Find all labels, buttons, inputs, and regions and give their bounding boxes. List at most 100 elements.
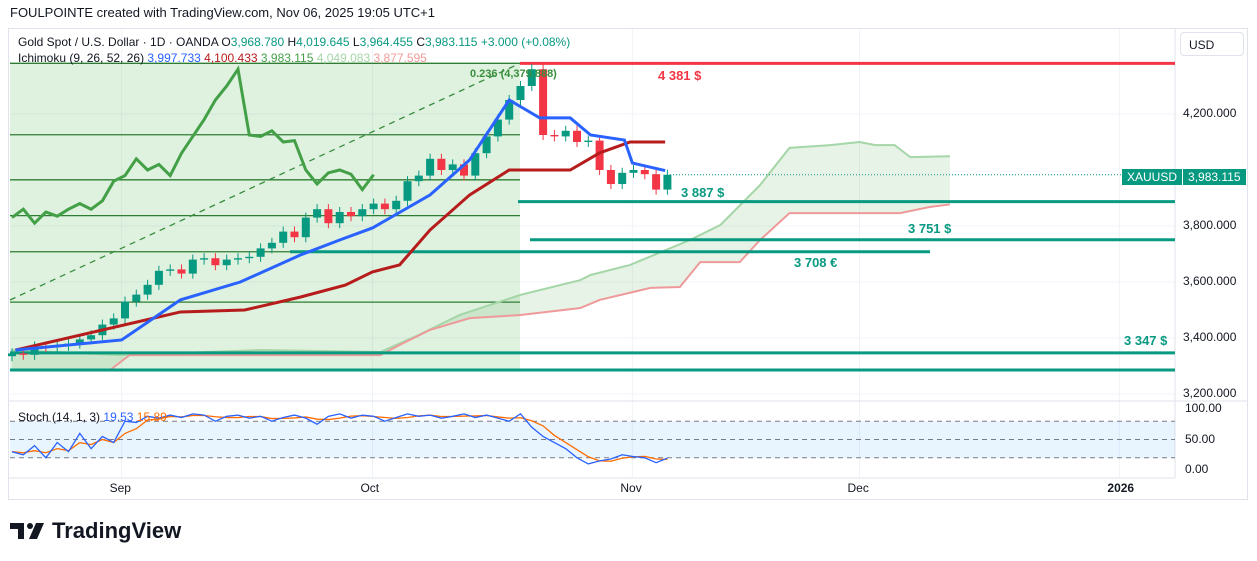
ichimoku-legend: Ichimoku (9, 26, 52, 26) 3,997.733 4,100… bbox=[18, 51, 427, 65]
candle bbox=[177, 269, 186, 274]
ichimoku-title[interactable]: Ichimoku (9, 26, 52, 26) bbox=[18, 51, 145, 65]
time-tick-label: Sep bbox=[109, 481, 131, 495]
open-label: O bbox=[221, 35, 231, 49]
price-tick-label: 3,800.000 bbox=[1183, 218, 1237, 232]
candle bbox=[471, 153, 480, 176]
candle bbox=[403, 181, 412, 201]
candle bbox=[573, 130, 581, 142]
low-label: L bbox=[352, 35, 360, 49]
candle bbox=[324, 209, 333, 224]
candle bbox=[121, 301, 129, 319]
price-tick-label: 3,400.000 bbox=[1183, 330, 1237, 344]
candle bbox=[87, 335, 96, 340]
stoch-title[interactable]: Stoch (14, 1, 3) bbox=[18, 410, 101, 424]
last-price: 3,983.115 bbox=[1188, 170, 1241, 184]
chart-frame bbox=[8, 28, 1248, 500]
candle bbox=[584, 140, 593, 142]
candle bbox=[606, 170, 615, 184]
close-value: 3,983.115 bbox=[424, 35, 478, 49]
chart-caption: FOULPOINTE created with TradingView.com,… bbox=[10, 5, 435, 20]
candle bbox=[493, 119, 502, 137]
candle bbox=[19, 353, 28, 355]
fib-label: 0.236 (4,379.888) bbox=[470, 68, 557, 80]
candle bbox=[234, 258, 242, 260]
fib-retracement-area bbox=[10, 63, 520, 370]
stoch-d-line bbox=[11, 414, 668, 462]
candle bbox=[200, 258, 209, 260]
candle bbox=[663, 174, 672, 190]
kijun-value: 4,100.433 bbox=[204, 51, 258, 65]
candle bbox=[267, 242, 276, 249]
ticker-badge: XAUUSD bbox=[1122, 169, 1184, 185]
candle bbox=[380, 203, 389, 210]
stoch-band bbox=[10, 421, 1175, 458]
price-tick-label: 3,600.000 bbox=[1183, 274, 1237, 288]
candle bbox=[539, 69, 548, 135]
candle bbox=[550, 135, 559, 137]
chikou-line bbox=[11, 65, 375, 226]
candle bbox=[245, 256, 254, 259]
level-label: 3 751 $ bbox=[908, 221, 952, 236]
fib-trend-line bbox=[9, 62, 521, 301]
candle bbox=[448, 164, 457, 170]
candle bbox=[640, 170, 649, 175]
candle bbox=[279, 231, 288, 243]
candle bbox=[143, 284, 152, 295]
time-tick-label: 2026 bbox=[1107, 481, 1135, 495]
candle bbox=[8, 353, 16, 357]
candle bbox=[256, 248, 265, 257]
currency-selector[interactable]: USD bbox=[1180, 32, 1244, 56]
candle bbox=[516, 86, 525, 100]
chikou-value: 3,983.115 bbox=[260, 51, 314, 65]
span-a-value: 4,049.083 bbox=[316, 51, 371, 65]
tradingview-logo[interactable]: TradingView bbox=[10, 518, 181, 544]
symbol-title[interactable]: Gold Spot / U.S. Dollar · 1D · OANDA bbox=[18, 35, 219, 49]
span-b-value: 3,877.595 bbox=[373, 51, 427, 65]
candle bbox=[211, 258, 220, 266]
stoch-legend: Stoch (14, 1, 3) 19.53 15.89 bbox=[18, 410, 167, 424]
level-label: 3 708 € bbox=[794, 255, 838, 270]
level-label: 3 887 $ bbox=[681, 185, 725, 200]
stoch-tick-label: 0.00 bbox=[1185, 462, 1209, 476]
price-tick-label: 3,200.000 bbox=[1183, 386, 1237, 400]
candle bbox=[505, 100, 514, 120]
candle bbox=[290, 231, 299, 238]
candle bbox=[222, 259, 231, 266]
candle bbox=[369, 203, 378, 210]
kijun-line bbox=[15, 140, 666, 352]
candle bbox=[347, 212, 355, 217]
candle bbox=[313, 209, 322, 218]
logo-text: TradingView bbox=[52, 518, 182, 543]
candle bbox=[437, 158, 446, 170]
stoch-k-value: 19.53 bbox=[103, 410, 134, 424]
candle bbox=[618, 172, 627, 184]
stoch-k-line bbox=[11, 413, 668, 465]
candle bbox=[30, 346, 39, 355]
time-tick-label: Nov bbox=[620, 481, 642, 495]
candle bbox=[132, 294, 141, 302]
ichimoku-cloud bbox=[12, 142, 950, 370]
last-price-badge: XAUUSD 3,983.115 bbox=[1122, 169, 1246, 185]
span-b-line bbox=[12, 203, 951, 371]
high-label: H bbox=[287, 35, 297, 49]
tv-logo-icon bbox=[10, 523, 44, 539]
time-tick-label: Dec bbox=[847, 481, 869, 495]
candle bbox=[561, 130, 570, 137]
change-value: +3.000 (+0.08%) bbox=[480, 35, 571, 49]
candle bbox=[335, 212, 344, 224]
candle bbox=[482, 136, 491, 154]
candle bbox=[460, 164, 468, 176]
tenkan-value: 3,997.733 bbox=[147, 51, 201, 65]
time-tick-label: Oct bbox=[360, 481, 380, 495]
candle bbox=[75, 339, 84, 344]
candle bbox=[166, 269, 175, 271]
stoch-d-value: 15.89 bbox=[136, 410, 167, 424]
candle bbox=[426, 158, 435, 176]
candle bbox=[629, 170, 638, 173]
close-label: C bbox=[416, 35, 425, 49]
candle bbox=[414, 175, 423, 182]
candle bbox=[358, 209, 367, 217]
candle bbox=[595, 140, 604, 170]
candle bbox=[188, 259, 197, 274]
